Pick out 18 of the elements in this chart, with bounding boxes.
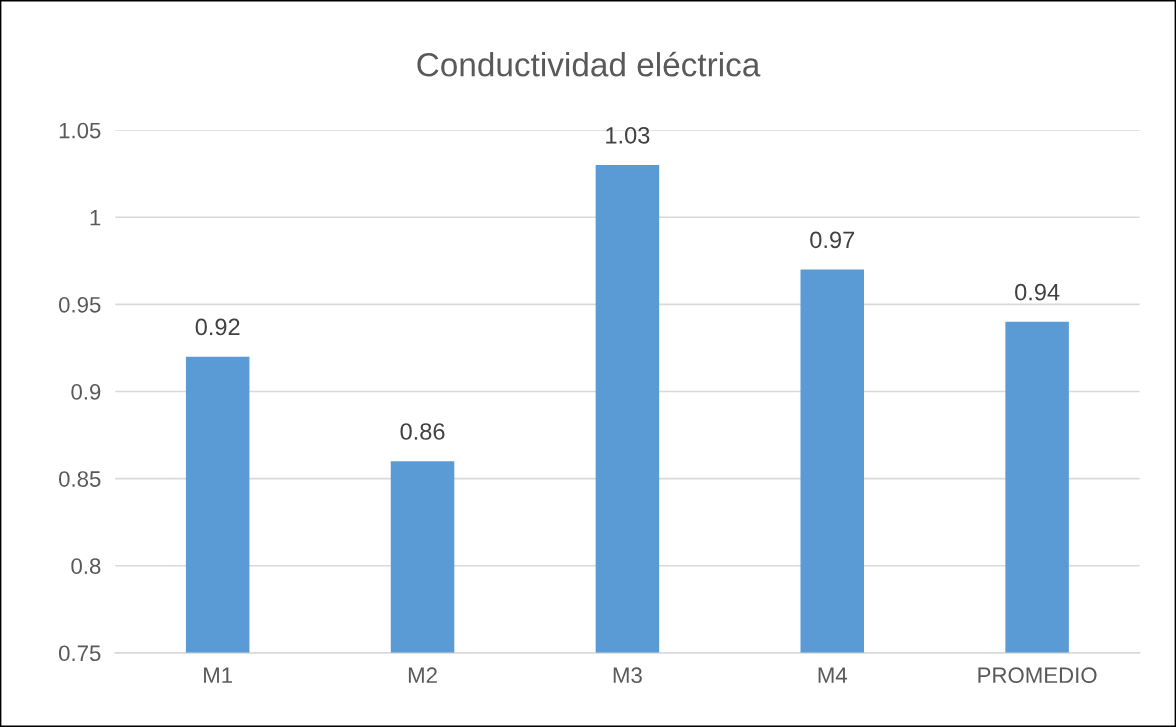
y-tick-label: 1	[90, 210, 101, 226]
x-tick-label: PROMEDIO	[978, 667, 1097, 684]
data-label: 0.86	[400, 423, 445, 440]
y-tick-label: 0.8	[71, 558, 101, 574]
y-tick-label: 0.75	[58, 645, 101, 662]
data-label: 0.94	[1015, 283, 1060, 301]
data-label: 0.92	[195, 318, 240, 336]
x-tick-label: M4	[818, 667, 848, 683]
data-label: 0.97	[810, 231, 855, 249]
y-tick-label: 0.95	[58, 296, 101, 313]
x-tick-label: M1	[204, 667, 233, 683]
x-tick-label: M3	[613, 667, 642, 684]
chart-title: Conductividad eléctrica	[417, 51, 761, 77]
x-tick-label: M2	[408, 667, 437, 683]
data-label: 1.03	[606, 126, 650, 144]
y-tick-label: 1.05	[59, 122, 101, 139]
y-tick-label: 0.9	[71, 384, 101, 400]
y-tick-label: 0.85	[58, 471, 101, 487]
